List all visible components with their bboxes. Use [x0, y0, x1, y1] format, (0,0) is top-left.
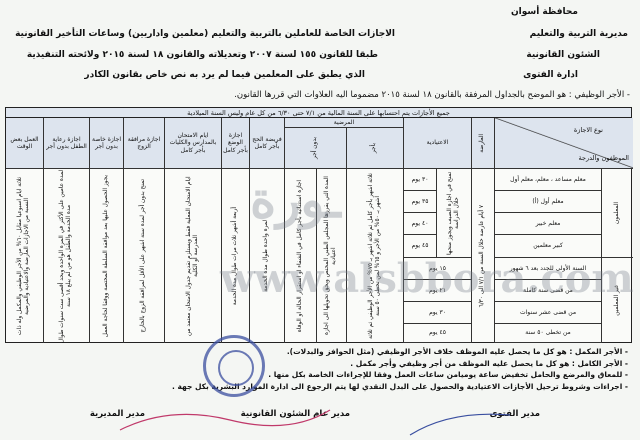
group-teachers: المعلمون	[613, 201, 620, 225]
table-banner: جميع الأجازات يتم احتسابها على السنة الم…	[6, 108, 631, 118]
header-regular: الاعتيادية	[403, 118, 471, 169]
regular-days-cell: ٢١ يوم	[403, 280, 471, 302]
note-item: - للمعاق والمرضع والحامل تخفيض ساعة يومي…	[268, 370, 628, 379]
note-item: - اجراءات وشروط ترحيل الأجازات الاعتيادي…	[171, 381, 628, 391]
header-special: اجازة خاصة بدون أجر	[89, 118, 123, 169]
watermark-logo: ـورة	[250, 170, 341, 229]
rank-cell: من تخطى ٥٠ سنة	[494, 324, 601, 343]
governorate: محافظة أسوان	[510, 7, 578, 17]
childcare-value: لمدة عامين على الأكثر في المرة الواحدة و…	[59, 169, 73, 343]
note-item: - الأجر الكامل : هو كل ما يحصل عليه المو…	[350, 358, 628, 368]
rank-cell: السنة الأولى للجدد بعد ٦ شهور	[494, 258, 601, 280]
watermark-url: www.alsbbora.com	[220, 255, 634, 302]
notes-list: - الأجر المكمل : هو كل ما يحصل عليه المو…	[172, 346, 628, 392]
regular-days-cell: ٣٠ يوم	[403, 302, 471, 324]
rank-cell: من قضى سنة كاملة	[494, 280, 601, 302]
title-line-3: الذي يطبق على المعلمين فيما لم يرد به نص…	[84, 70, 365, 80]
header-hajj: فريضة الحج بأجر كامل	[249, 118, 284, 169]
official-stamp	[203, 335, 265, 397]
leave-table: جميع الأجازات يتم احتسابها على السنة الم…	[5, 107, 633, 343]
rank-cell: كبير معلمين	[494, 235, 601, 258]
parttime-value: ثلاثة ايام اسبوعيا مقابل ٦٠% من الأجر ال…	[17, 176, 31, 336]
regular-days-cell: ٣٥ يوم	[403, 191, 436, 213]
signature-fatwa-director: مدير الفتوى	[489, 409, 540, 419]
exams-value: ايام الامتحان الفعلية فقط ويستلزم تقديم …	[185, 176, 199, 336]
header-sick-unpaid: بدون أجر	[311, 137, 318, 159]
header-parttime: العمل بعض الوقت	[6, 118, 43, 169]
title-line-2: طبقا للقانون ١٥٥ لسنة ٢٠٠٧ وتعديلاته وال…	[26, 50, 378, 60]
regular-days-cell: ٤٥ يوم	[403, 324, 471, 343]
rank-cell: معلم أول (أ)	[494, 191, 601, 213]
header-exams: ايام الامتحان بالمدارس والكليات بأجر كام…	[164, 118, 221, 169]
signature-directorate-director: مدير المديرية	[89, 409, 145, 419]
header-childcare: اجازة رعاية الطفل بدون أجر	[43, 118, 89, 169]
department: الشئون القانونية	[526, 50, 600, 60]
rank-cell: من قضى عشر سنوات	[494, 302, 601, 324]
regular-days-cell: ٤٠ يوم	[403, 213, 436, 235]
regular-note: تمنح في اجازة الصيف ويجوز منحها خلال الد…	[446, 171, 460, 255]
note-item: - الأجر المكمل : هو كل ما يحصل عليه المو…	[286, 347, 628, 356]
office: ادارة الفتوى	[523, 70, 578, 80]
header-sick-paid: بأجر	[371, 142, 378, 154]
corner-header: نوع الاجازة الموظفون والدرجة	[494, 118, 633, 169]
special-value: يجوز الحصول عليها بعد موافقة السلطة المخ…	[102, 174, 109, 338]
regular-days-cell: ٤٥ يوم	[403, 235, 436, 258]
directorate: مديرية التربية والتعليم	[529, 29, 628, 39]
header-casual: العارضة	[479, 133, 486, 153]
regular-days-cell: ١٥ يوم	[403, 258, 471, 280]
rank-cell: معلم خبير	[494, 213, 601, 235]
regular-days-cell: ٣٠ يوم	[403, 169, 436, 191]
handwritten-signatures	[119, 409, 511, 436]
spouse-value: تمنح بدون أجر لمدة ستة اشهر على الأقل لم…	[140, 179, 147, 333]
signature-legal-affairs-director: مدير عام الشئون القانونية	[240, 409, 350, 419]
header-spouse: اجازة مرافقة الزوج	[123, 118, 164, 169]
header-sick: المرضية	[284, 118, 403, 128]
intro-note: - الأجر الوظيفي : هو الموضح بالجداول الم…	[234, 90, 630, 100]
title-line-1: الاجازات الخاصة للعاملين بالتربية والتعل…	[15, 29, 395, 39]
header-maternity: اجازة الوضع بأجر كامل	[221, 118, 249, 169]
rank-cell: معلم مساعد ، معلم، معلم أول	[494, 169, 601, 191]
